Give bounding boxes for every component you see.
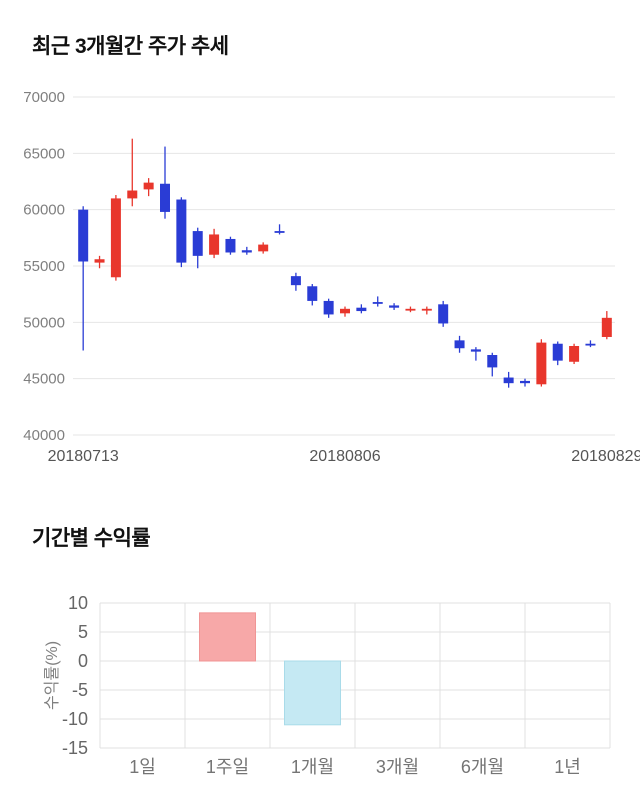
price-y-tick-label: 50000 (23, 314, 65, 331)
candle-body (470, 349, 481, 352)
returns-category-label: 1일 (129, 757, 156, 777)
returns-y-tick-label: -5 (72, 680, 88, 700)
candle-body (274, 231, 285, 233)
price-y-tick-label: 70000 (23, 89, 65, 106)
returns-ylabel: 수익률(%) (43, 641, 61, 710)
returns-bar-positive (199, 612, 256, 662)
candle-body (160, 183, 170, 212)
returns-y-tick-label: -10 (62, 709, 88, 729)
candle-body (356, 307, 367, 312)
returns-category-label: 1주일 (206, 757, 249, 777)
candle-body (127, 190, 138, 199)
returns-category-label: 6개월 (461, 757, 504, 777)
candle-body (307, 286, 318, 301)
candle-body (176, 199, 187, 263)
returns-category-label: 1년 (554, 757, 581, 777)
returns-bar-chart: 10 5 0 -5 -10 -15 수익률(%) 1일 1주일 1개월 3개월 6개월 1년 (43, 593, 611, 777)
price-candlestick-chart: 70000 65000 60000 55000 50000 45000 40000 20180… (23, 89, 640, 465)
candle-body (209, 234, 220, 255)
candle-body (585, 343, 596, 346)
returns-title: 기간별 수익률 (32, 527, 151, 550)
price-y-tick-label: 65000 (23, 145, 65, 162)
returns-category-label: 3개월 (376, 757, 419, 777)
price-y-tick-label: 55000 (23, 258, 65, 275)
returns-bar-negative (284, 660, 341, 726)
candle-body (78, 209, 89, 262)
returns-y-tick-label: 5 (78, 622, 88, 642)
returns-y-tick-label: 10 (68, 593, 88, 613)
candle-body (569, 345, 580, 362)
price-y-tick-label: 40000 (23, 427, 65, 444)
candle-body (389, 305, 400, 308)
candle-body (421, 308, 432, 311)
candle-body (225, 238, 236, 253)
returns-category-label: 1개월 (291, 757, 334, 777)
price-y-tick-label: 60000 (23, 202, 65, 219)
candle-body (258, 244, 269, 252)
candle-body (290, 276, 301, 286)
candle-body (94, 259, 105, 263)
candle-body (241, 250, 252, 253)
candle-body (372, 302, 383, 304)
price-y-tick-label: 45000 (23, 371, 65, 388)
returns-y-tick-label: -15 (62, 738, 88, 758)
candle-body (536, 342, 547, 385)
candle-body (438, 304, 449, 324)
candle-body (520, 380, 530, 384)
price-trend-title: 최근 3개월간 주가 추세 (32, 35, 229, 58)
candle-body (340, 308, 350, 314)
candle-body (143, 182, 154, 190)
candle-body (192, 231, 203, 256)
returns-y-tick-label: 0 (78, 651, 88, 671)
candle-body (454, 340, 465, 349)
candle-body (110, 198, 121, 278)
price-x-tick-label: 20180829 (571, 448, 640, 465)
candle-body (323, 300, 334, 315)
candle-body (405, 308, 416, 311)
candle-body (503, 377, 514, 384)
candle-body (487, 355, 498, 368)
price-x-tick-label: 20180806 (309, 448, 380, 465)
candle-body (601, 317, 612, 337)
candle-body (552, 343, 563, 361)
price-x-tick-label: 20180713 (48, 448, 119, 465)
